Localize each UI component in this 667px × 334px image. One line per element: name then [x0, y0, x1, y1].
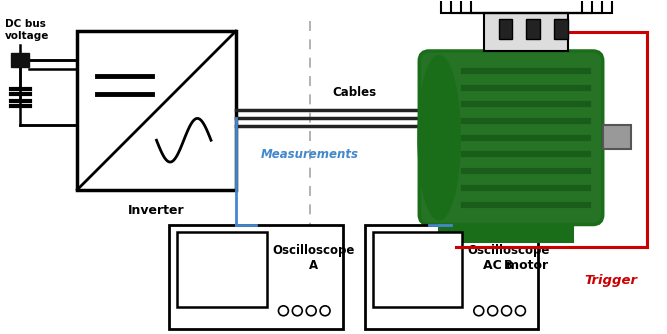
Circle shape: [320, 306, 330, 316]
Text: Measurements: Measurements: [261, 148, 360, 161]
Bar: [439, 224, 573, 242]
Circle shape: [502, 306, 512, 316]
Bar: [499, 19, 512, 39]
Bar: [484, 13, 568, 51]
Ellipse shape: [418, 56, 460, 219]
Circle shape: [278, 306, 288, 316]
Text: AC motor: AC motor: [484, 259, 548, 272]
Bar: [11, 53, 29, 67]
Text: Trigger: Trigger: [584, 274, 638, 287]
Bar: [441, 0, 612, 13]
Circle shape: [488, 306, 498, 316]
Bar: [461, 0, 592, 13]
FancyBboxPatch shape: [420, 51, 603, 224]
Bar: [365, 224, 538, 329]
Circle shape: [516, 306, 526, 316]
Bar: [169, 224, 343, 329]
Text: Cables: Cables: [333, 86, 377, 99]
Bar: [77, 31, 236, 190]
Bar: [554, 19, 568, 39]
Text: Inverter: Inverter: [128, 204, 185, 217]
Circle shape: [474, 306, 484, 316]
Text: Oscilloscope
A: Oscilloscope A: [272, 244, 354, 272]
Bar: [603, 125, 630, 149]
Circle shape: [292, 306, 302, 316]
Text: DC bus
voltage: DC bus voltage: [5, 19, 49, 41]
Text: Oscilloscope
B: Oscilloscope B: [468, 244, 550, 272]
Bar: [177, 232, 267, 307]
Bar: [451, 0, 602, 13]
Bar: [526, 19, 540, 39]
Bar: [373, 232, 462, 307]
Bar: [471, 0, 582, 13]
Circle shape: [306, 306, 316, 316]
